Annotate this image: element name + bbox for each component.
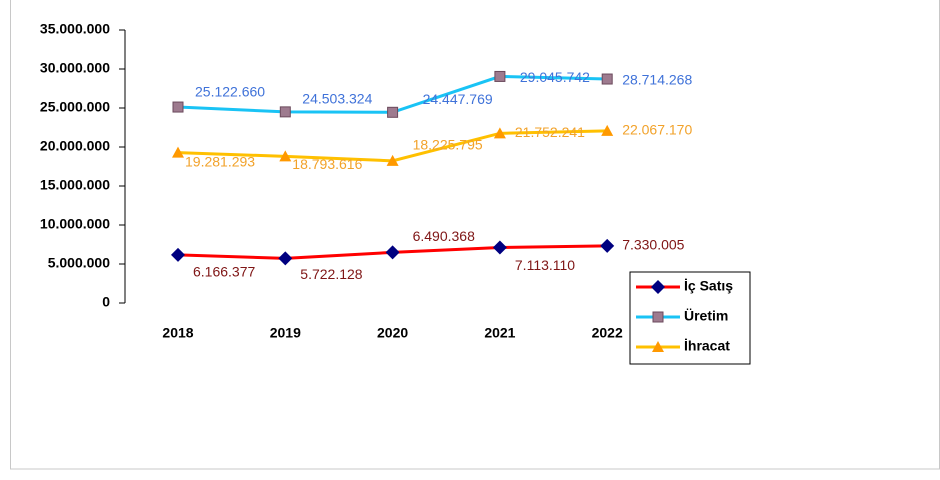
y-tick-label: 5.000.000 bbox=[48, 255, 110, 271]
data-label: 7.113.110 bbox=[515, 257, 575, 273]
data-point bbox=[492, 240, 507, 255]
data-label: 29.045.742 bbox=[520, 69, 590, 85]
data-point bbox=[600, 238, 615, 253]
data-point bbox=[385, 245, 400, 260]
data-point bbox=[601, 73, 613, 85]
data-label: 5.722.128 bbox=[300, 266, 362, 282]
data-point bbox=[494, 70, 506, 82]
data-point bbox=[601, 124, 614, 136]
y-tick-label: 15.000.000 bbox=[40, 177, 110, 193]
data-point bbox=[279, 106, 291, 118]
y-tick-label: 0 bbox=[102, 294, 110, 310]
legend-label: Üretim bbox=[684, 308, 728, 324]
data-label: 24.503.324 bbox=[302, 91, 372, 107]
data-label: 22.067.170 bbox=[622, 122, 692, 138]
x-tick-label: 2020 bbox=[377, 325, 408, 341]
data-point bbox=[171, 247, 185, 262]
data-label: 7.330.005 bbox=[622, 237, 684, 253]
data-point bbox=[172, 146, 184, 158]
data-label: 18.793.616 bbox=[292, 156, 362, 172]
y-tick-label: 30.000.000 bbox=[40, 60, 110, 76]
x-tick-label: 2019 bbox=[270, 325, 301, 341]
data-point bbox=[278, 251, 293, 266]
data-label: 18.225.795 bbox=[413, 137, 483, 153]
data-label: 21.752.241 bbox=[515, 124, 585, 140]
legend-marker bbox=[651, 280, 665, 294]
data-label: 28.714.268 bbox=[622, 72, 692, 88]
legend-marker bbox=[652, 311, 664, 323]
y-tick-label: 20.000.000 bbox=[40, 138, 110, 154]
data-label: 25.122.660 bbox=[195, 84, 265, 100]
legend-label: İhracat bbox=[684, 338, 730, 354]
data-label: 6.490.368 bbox=[413, 228, 475, 244]
x-tick-label: 2022 bbox=[592, 325, 623, 341]
data-point bbox=[172, 101, 184, 113]
data-point bbox=[386, 154, 399, 166]
chart-frame bbox=[10, 0, 940, 470]
x-tick-label: 2018 bbox=[162, 325, 193, 341]
y-tick-label: 25.000.000 bbox=[40, 99, 110, 115]
data-label: 19.281.293 bbox=[185, 153, 255, 169]
y-tick-label: 10.000.000 bbox=[40, 216, 110, 232]
legend-label: İç Satış bbox=[684, 278, 733, 294]
y-tick-label: 35.000.000 bbox=[40, 21, 110, 37]
legend-marker bbox=[652, 341, 664, 352]
data-label: 6.166.377 bbox=[193, 264, 255, 280]
x-tick-label: 2021 bbox=[484, 325, 515, 341]
data-label: 24.447.769 bbox=[423, 91, 493, 107]
data-point bbox=[493, 127, 506, 139]
data-point bbox=[279, 150, 292, 162]
data-point bbox=[387, 106, 399, 118]
